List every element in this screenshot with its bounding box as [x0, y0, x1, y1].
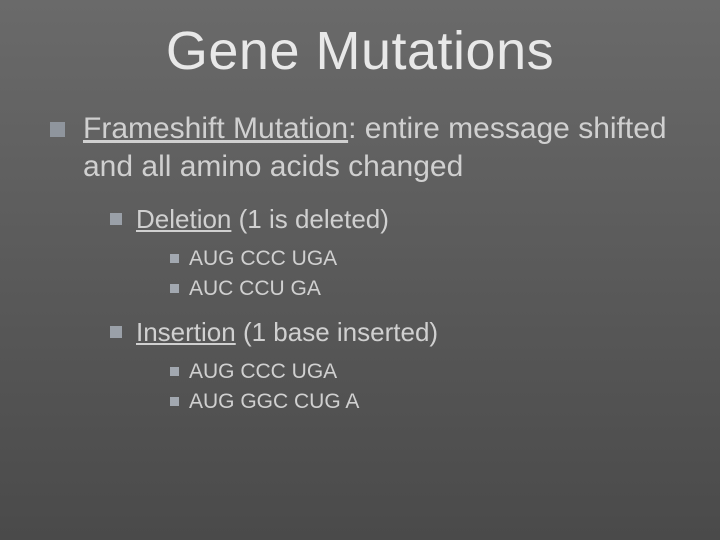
deletion-line-2: AUC CCU GA	[170, 276, 680, 302]
square-bullet-icon	[110, 326, 122, 338]
deletion-group: Deletion (1 is deleted) AUG CCC UGA AUC …	[40, 203, 680, 302]
square-bullet-icon	[50, 122, 65, 137]
main-bullet: Frameshift Mutation: entire message shif…	[50, 110, 680, 185]
main-heading: Frameshift Mutation: entire message shif…	[83, 110, 680, 185]
insertion-heading-row: Insertion (1 base inserted)	[110, 316, 680, 349]
deletion-heading-row: Deletion (1 is deleted)	[110, 203, 680, 236]
codon-sequence: AUG CCC UGA	[189, 359, 337, 385]
deletion-label-rest: (1 is deleted)	[231, 204, 389, 234]
codon-sequence: AUC CCU GA	[189, 276, 321, 302]
insertion-line-2: AUG GGC CUG A	[170, 389, 680, 415]
square-bullet-icon	[170, 367, 179, 376]
deletion-line-1: AUG CCC UGA	[170, 246, 680, 272]
square-bullet-icon	[110, 213, 122, 225]
codon-sequence: AUG GGC CUG A	[189, 389, 359, 415]
insertion-heading: Insertion (1 base inserted)	[136, 316, 438, 349]
insertion-label-underlined: Insertion	[136, 317, 236, 347]
insertion-group: Insertion (1 base inserted) AUG CCC UGA …	[40, 316, 680, 415]
codon-sequence: AUG CCC UGA	[189, 246, 337, 272]
insertion-label-rest: (1 base inserted)	[236, 317, 438, 347]
insertion-line-1: AUG CCC UGA	[170, 359, 680, 385]
square-bullet-icon	[170, 254, 179, 263]
deletion-heading: Deletion (1 is deleted)	[136, 203, 389, 236]
slide-title: Gene Mutations	[40, 20, 680, 82]
frameshift-heading-underlined: Frameshift Mutation	[83, 112, 348, 145]
deletion-label-underlined: Deletion	[136, 204, 231, 234]
slide: Gene Mutations Frameshift Mutation: enti…	[0, 0, 720, 540]
square-bullet-icon	[170, 397, 179, 406]
square-bullet-icon	[170, 284, 179, 293]
